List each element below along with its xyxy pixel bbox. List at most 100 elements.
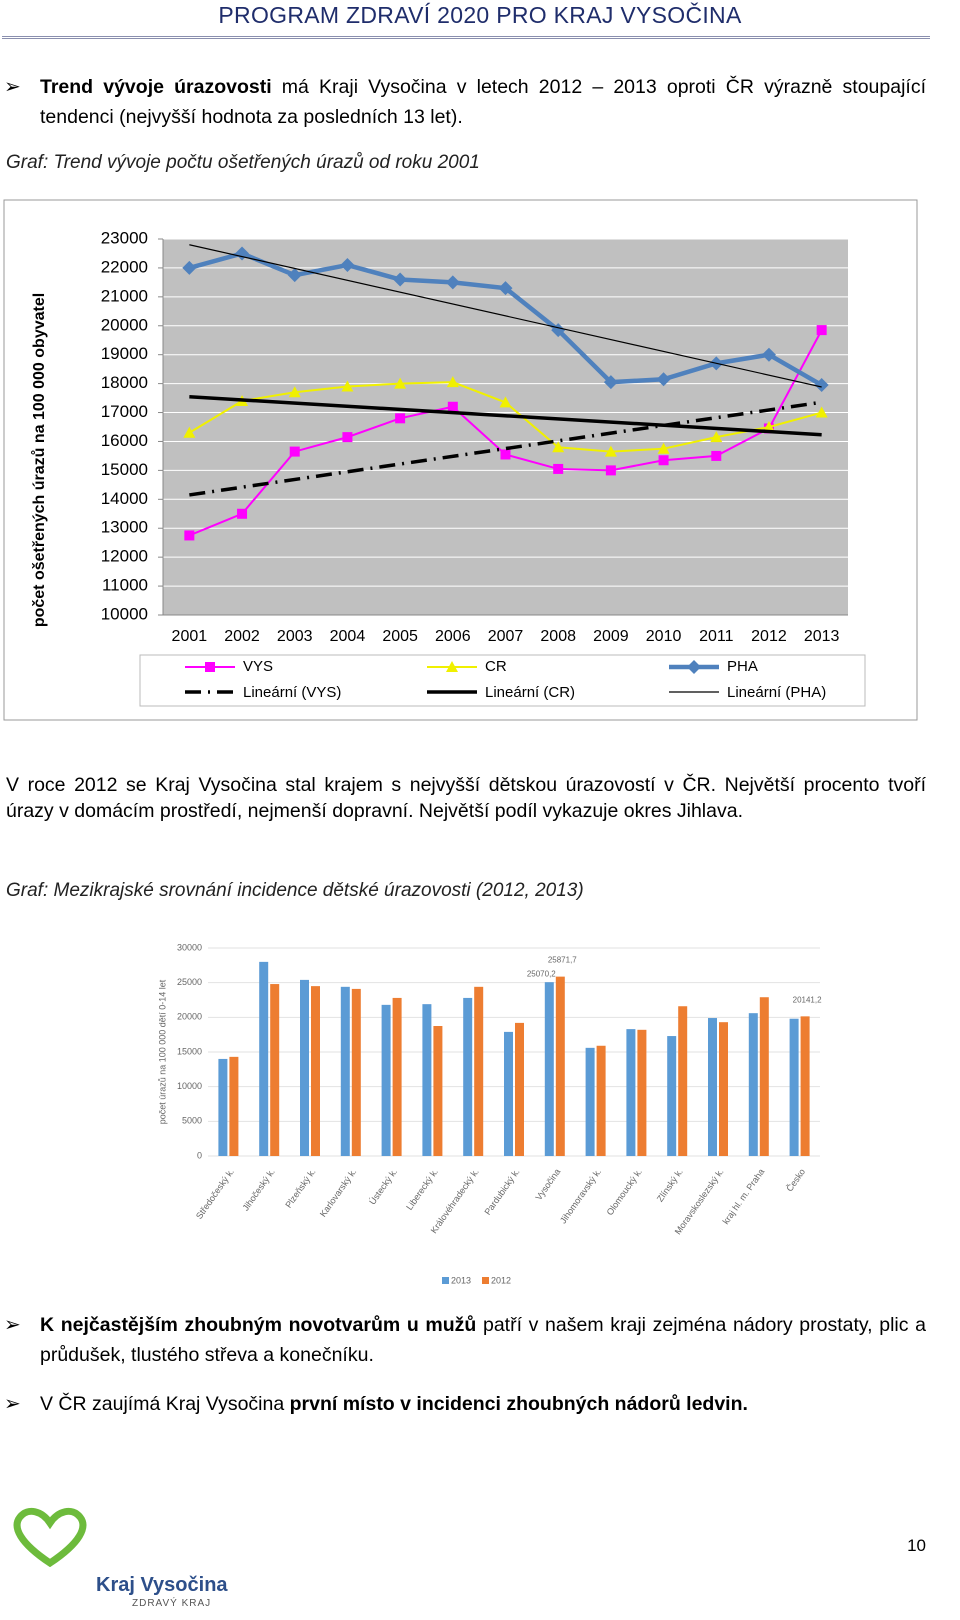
bar (218, 1058, 228, 1156)
marker (658, 455, 669, 466)
header-rule (2, 36, 930, 39)
data-label: 25070,2 (527, 969, 556, 978)
marker (446, 376, 459, 388)
trendline (189, 395, 822, 437)
x-tick-label: 2013 (804, 628, 840, 645)
marker (605, 465, 616, 476)
marker (762, 421, 775, 432)
x-tick-label: 2011 (699, 628, 734, 645)
bar (311, 986, 320, 1156)
x-tick-label: 2002 (224, 628, 260, 645)
bar (504, 1031, 513, 1156)
bullet: ➢ V ČR zaujímá Kraj Vysočina první místo… (4, 1389, 926, 1419)
marker (498, 281, 513, 296)
bullet-text: patří v našem kraji zejména nádory prost… (40, 1314, 926, 1366)
bar (626, 1029, 636, 1156)
marker (499, 396, 512, 408)
bullet-arrow: ➢ (4, 1393, 21, 1415)
marker (445, 275, 460, 290)
marker (603, 375, 618, 390)
x-tick-label: Plzeňský k. (283, 1167, 317, 1210)
legend-label: Lineární (VYS) (243, 684, 341, 701)
bar (667, 1036, 677, 1156)
bar (300, 979, 309, 1156)
bar (555, 976, 565, 1156)
bar (515, 1022, 524, 1156)
y-tick-label: 11000 (102, 576, 148, 595)
bar (340, 986, 350, 1156)
bar (433, 1026, 443, 1156)
x-tick-label: Středočeský k. (194, 1167, 236, 1221)
y-tick-label: 17000 (101, 402, 148, 421)
bar (759, 997, 769, 1156)
marker (287, 268, 302, 283)
x-tick-label: 2012 (751, 628, 787, 645)
marker (553, 463, 564, 474)
x-tick-label: Olomoucký k. (605, 1167, 644, 1217)
x-tick-label: 2010 (646, 628, 682, 645)
x-tick-label: 2005 (382, 628, 418, 645)
bar (463, 997, 473, 1156)
bullet: ➢ K nejčastějším zhoubným novotvarům u m… (4, 1310, 926, 1370)
y-tick-label: 10000 (101, 604, 148, 623)
y-tick-label: 19000 (101, 344, 148, 363)
y-axis-title: počet ošetřených úrazů na 100 000 obyvat… (31, 293, 48, 627)
y-tick-label: 0 (197, 1150, 202, 1160)
plot-area (163, 239, 848, 615)
y-tick-label: 13000 (101, 518, 148, 537)
bar (678, 1006, 688, 1156)
marker (182, 260, 197, 275)
legend-label: Lineární (CR) (485, 684, 575, 701)
marker (604, 445, 617, 457)
marker (183, 426, 196, 438)
legend-swatch (442, 1277, 449, 1284)
bullet: ➢ Trend vývoje úrazovosti má Kraji Vysoč… (4, 72, 926, 132)
y-tick-label: 16000 (101, 431, 148, 450)
marker (341, 380, 354, 392)
bar (789, 1018, 799, 1156)
legend-label: Lineární (PHA) (727, 684, 826, 701)
bullet-text: K nejčastějším zhoubným novotvarům u muž… (40, 1314, 477, 1336)
x-tick-label: kraj hl. m. Praha (721, 1167, 767, 1226)
x-tick-label: 2001 (172, 628, 208, 645)
marker (340, 258, 355, 273)
logo-tagline: ZDRAVÝ KRAJ (132, 1598, 212, 1609)
y-tick-label: 25000 (177, 977, 202, 987)
legend-label: 2012 (491, 1275, 511, 1285)
marker (394, 377, 407, 389)
y-tick-label: 20000 (177, 1012, 202, 1022)
bar (708, 1018, 717, 1156)
y-tick-label: 15000 (101, 460, 148, 479)
marker (761, 347, 776, 362)
data-label: 20141,2 (793, 995, 822, 1004)
marker (687, 660, 701, 674)
caption: Graf: Mezikrajské srovnání incidence dět… (6, 880, 584, 901)
x-tick-label: Jihomoravský k. (558, 1167, 603, 1226)
bar (392, 997, 402, 1156)
page-number: 10 (907, 1536, 926, 1555)
marker (552, 441, 565, 453)
legend-label: PHA (727, 658, 758, 675)
x-tick-label: 2004 (330, 628, 366, 645)
x-tick-label: Česko (784, 1167, 807, 1194)
y-tick-label: 20000 (101, 315, 148, 334)
bar (719, 1022, 728, 1156)
x-tick-label: Jihočeský k. (240, 1167, 276, 1213)
legend-box (139, 654, 866, 707)
bar (229, 1056, 239, 1156)
bullet-arrow: ➢ (4, 76, 21, 98)
trendline (189, 400, 822, 497)
caption: Graf: Trend vývoje počtu ošetřených úraz… (6, 152, 480, 173)
x-tick-label: Pardubický k. (482, 1167, 521, 1217)
legend-label: 2013 (451, 1275, 471, 1285)
bar (270, 984, 280, 1156)
data-label: 25871,7 (548, 956, 577, 965)
marker (711, 450, 722, 461)
paragraph: V roce 2012 se Kraj Vysočina stal krajem… (6, 774, 926, 822)
legend-label: VYS (243, 658, 273, 675)
x-tick-label: Karlovarský k. (318, 1167, 359, 1219)
x-tick-label: Liberecký k. (404, 1167, 440, 1212)
marker (393, 272, 408, 287)
logo-name: Kraj Vysočina (96, 1574, 228, 1596)
